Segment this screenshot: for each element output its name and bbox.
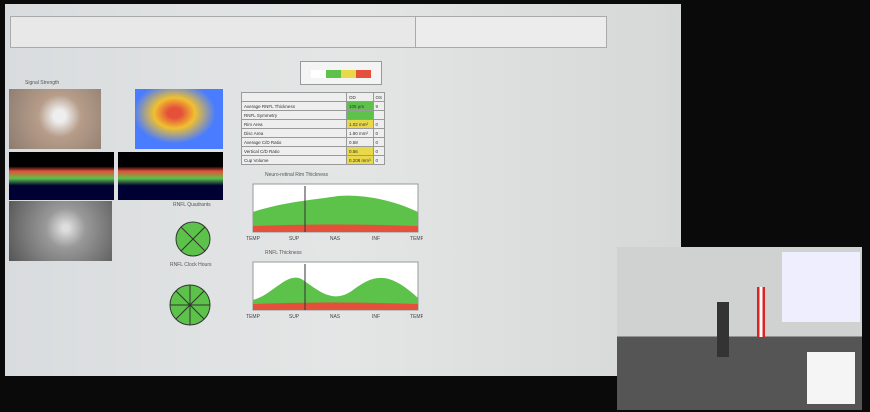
cell: 0 [372, 128, 386, 138]
cell: Rim Area [241, 119, 347, 129]
row: RNFL Symmetry [241, 110, 386, 120]
axis-label: INF [372, 236, 380, 242]
speaker [717, 302, 729, 357]
chart-title: Neuro-retinal Rim Thickness [265, 172, 328, 178]
cell: 0.58 [346, 137, 374, 147]
clock-label: RNFL Clock Hours [170, 262, 212, 268]
cell: 9 [372, 101, 386, 111]
cell: Average RNFL Thickness [241, 101, 347, 111]
thickness-chart: TEMP SUP NAS INF TEMP [246, 183, 423, 242]
webcam-view [617, 247, 862, 410]
axis-label: NAS [330, 314, 341, 320]
low-band [253, 224, 418, 232]
projected-screen: Signal Strength RNFL Quadrants RNFL Cloc… [5, 4, 681, 376]
row: Rim Area 1.02 mm² 0 [241, 119, 386, 129]
quadrants-label: RNFL Quadrants [173, 202, 211, 208]
cell [346, 110, 374, 120]
row: Average C/D Ratio 0.58 0 [241, 137, 386, 147]
clock-chart [169, 284, 211, 326]
thickness-map [135, 89, 223, 149]
normal-band [253, 195, 418, 232]
thickness-chart: TEMP SUP NAS INF TEMP [246, 261, 423, 320]
header-cell [241, 92, 347, 102]
axis-label: NAS [330, 236, 341, 242]
info-box [415, 16, 607, 48]
low-band [253, 302, 418, 310]
cell: 0 [372, 146, 386, 156]
cell: Vertical C/D Ratio [241, 146, 347, 156]
normals-legend [300, 61, 382, 85]
fundus-image [9, 89, 101, 149]
flag [757, 287, 765, 337]
cell: 0.208 mm³ [346, 155, 374, 165]
oct-scan-1 [9, 152, 114, 200]
axis-label: INF [372, 314, 380, 320]
axis-label: TEMP [410, 236, 423, 242]
cell: 0 [372, 137, 386, 147]
header-cell: OD [346, 92, 374, 102]
cell: 0 [372, 155, 386, 165]
cell: Disc Area [241, 128, 347, 138]
axis-label: TEMP [410, 314, 423, 320]
quadrant-chart [175, 221, 211, 257]
normal-band [253, 277, 418, 310]
foreground-object [807, 352, 855, 404]
row: Disc Area 1.90 mm² 0 [241, 128, 386, 138]
cell: 105 µm [346, 101, 374, 111]
cell: 0.56 [346, 146, 374, 156]
oct-scan-2 [118, 152, 223, 200]
axis-label: TEMP [246, 314, 261, 320]
axis-label: SUP [289, 314, 300, 320]
row: Cup Volume 0.208 mm³ 0 [241, 155, 386, 165]
axis-label: SUP [289, 236, 300, 242]
ir-image [9, 201, 112, 261]
cell: Cup Volume [241, 155, 347, 165]
cell: RNFL Symmetry [241, 110, 347, 120]
signal-label: Signal Strength [25, 80, 60, 86]
cell: Average C/D Ratio [241, 137, 347, 147]
header-bar [10, 16, 417, 48]
chart-title: RNFL Thickness [265, 250, 302, 256]
row: Average RNFL Thickness 105 µm 9 [241, 101, 386, 111]
cell: 1.02 mm² [346, 119, 374, 129]
cell [372, 110, 386, 120]
row: Vertical C/D Ratio 0.56 0 [241, 146, 386, 156]
cell: 0 [372, 119, 386, 129]
cell: 1.90 mm² [346, 128, 374, 138]
table: OD OS Average RNFL Thickness 105 µm 9 RNFL Sy… [241, 92, 386, 165]
parameter-table: OD OS Average RNFL Thickness 105 µm 9 RNFL Sy… [241, 92, 386, 165]
header-cell: OS [372, 92, 386, 102]
header-row: OD OS [241, 92, 386, 102]
room-screen [782, 252, 860, 322]
axis-label: TEMP [246, 236, 261, 242]
legend-colors [311, 70, 371, 78]
